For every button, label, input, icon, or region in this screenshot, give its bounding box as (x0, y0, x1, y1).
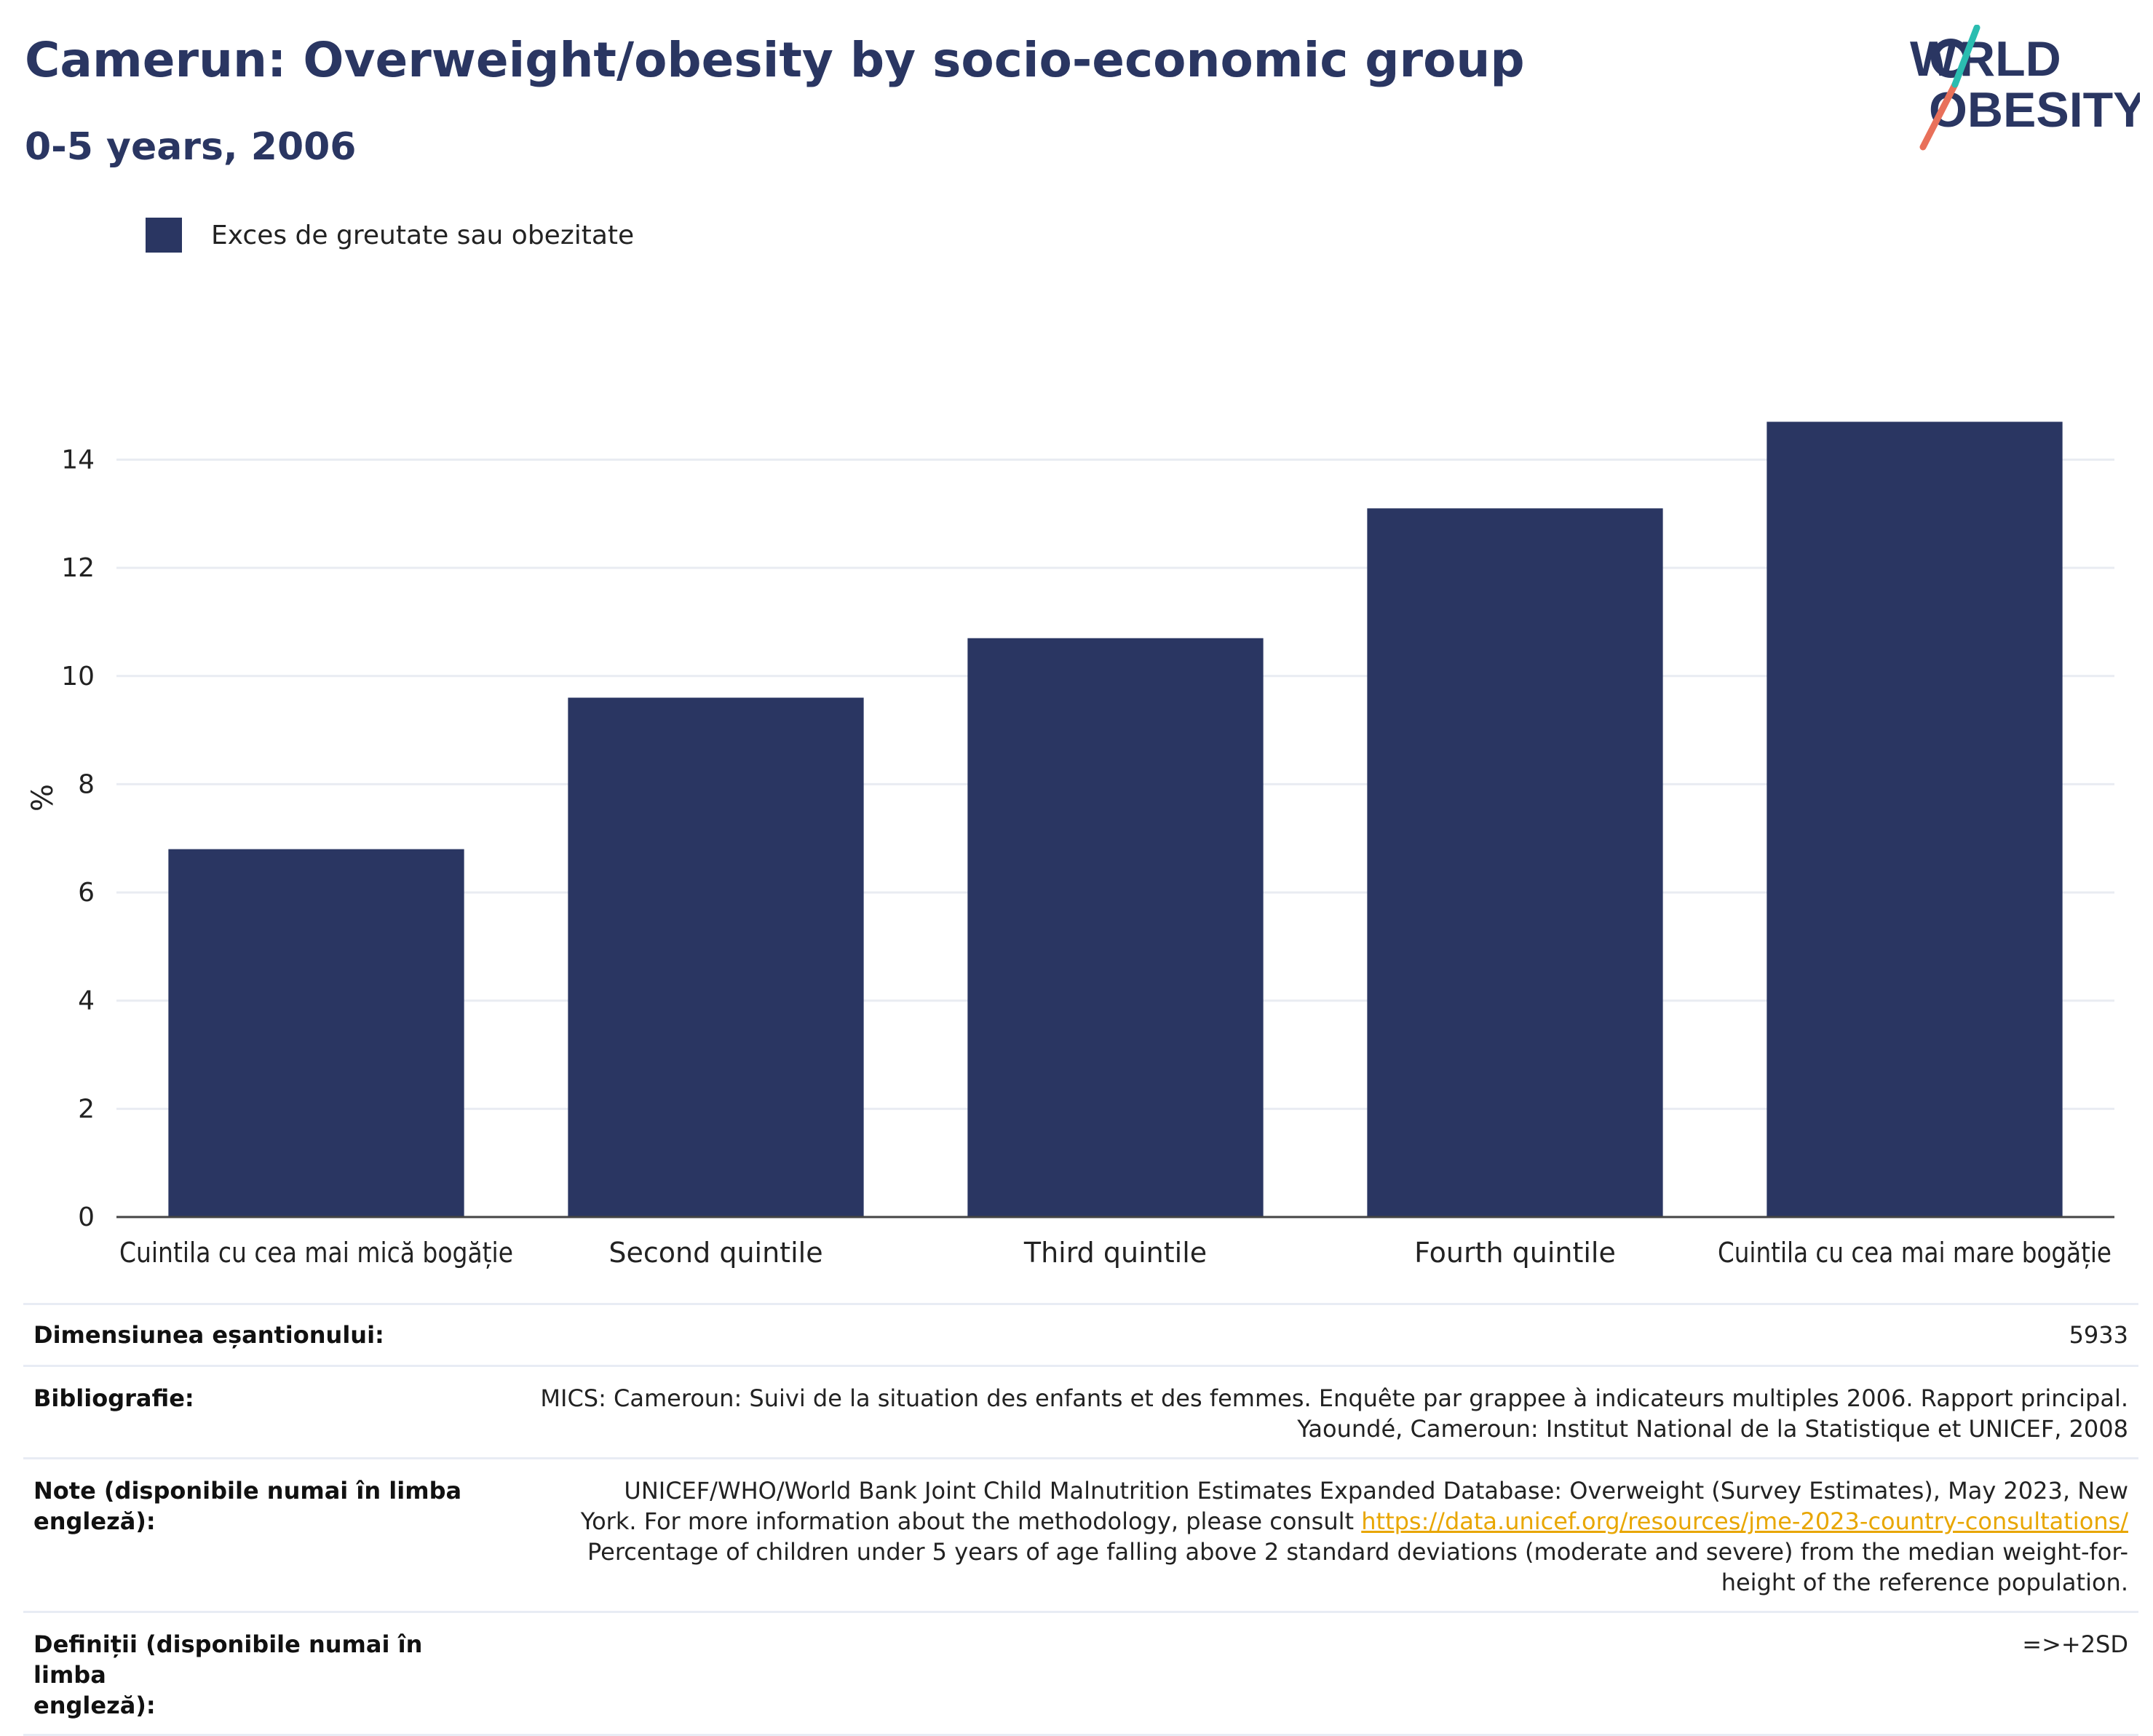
bar-chart: 0 2 4 6 8 10 12 14% Cuintila cu cea mai mică bog… (26, 421, 2114, 1269)
legend-label: Exces de greutate sau obezitate (211, 220, 635, 250)
y-tick-label: 10 (61, 662, 95, 691)
definitions-label-line-2: engleză): (33, 1692, 156, 1719)
y-tick-label: 14 (61, 445, 95, 475)
bar (168, 849, 464, 1217)
notes-line-4: height of the reference population. (1721, 1569, 2128, 1596)
notes-label: Note (disponibile numai în limba engleză… (33, 1477, 462, 1535)
chart-title: Camerun: Overweight/obesity by socio-eco… (25, 32, 1525, 88)
bibliography-value: MICS: Cameroun: Suivi de la situation de… (540, 1383, 2138, 1444)
sample-size-label: Dimensiunea eșantionului: (33, 1321, 384, 1349)
notes-line-2: York. For more information about the met… (581, 1506, 2128, 1537)
sample-size-value: 5933 (2069, 1321, 2128, 1349)
y-tick-label: 12 (61, 553, 95, 583)
notes-line-2-text: York. For more information about the met… (580, 1507, 1355, 1535)
y-tick-label: 0 (78, 1202, 95, 1232)
definitions-value: =>+2SD (2022, 1630, 2128, 1658)
svg-text:OBESITY: OBESITY (1929, 82, 2140, 138)
x-tick-label: Cuintila cu cea mai mare bogăție (1718, 1237, 2112, 1269)
y-tick-label: 6 (78, 878, 95, 908)
x-tick-label: Fourth quintile (1414, 1237, 1616, 1269)
y-axis-title: % (26, 784, 60, 812)
y-tick-label: 8 (78, 769, 95, 799)
bibliography-line-2: Yaoundé, Cameroun: Institut National de … (1297, 1415, 2128, 1443)
bar (967, 638, 1264, 1217)
bibliography-label: Bibliografie: (33, 1384, 194, 1412)
methodology-link[interactable]: https://data.unicef.org/resources/jme-20… (1361, 1507, 2128, 1535)
info-row-definitions: Definiții (disponibile numai în limba en… (23, 1611, 2138, 1736)
definitions-label: Definiții (disponibile numai în limba en… (23, 1629, 499, 1721)
x-tick-label: Cuintila cu cea mai mică bogăție (119, 1237, 513, 1269)
bar (1767, 421, 2063, 1218)
bar (568, 697, 864, 1217)
info-table: Dimensiunea eșantionului: 5933 Bibliogra… (23, 1303, 2138, 1736)
legend-swatch (146, 218, 182, 253)
info-row-sample-size: Dimensiunea eșantionului: 5933 (23, 1303, 2138, 1365)
info-row-notes: Note (disponibile numai în limba engleză… (23, 1457, 2138, 1611)
definitions-label-line-1: Definiții (disponibile numai în limba (33, 1630, 423, 1689)
notes-value: UNICEF/WHO/World Bank Joint Child Malnut… (581, 1475, 2138, 1598)
x-tick-label: Third quintile (1023, 1237, 1207, 1269)
notes-line-1: UNICEF/WHO/World Bank Joint Child Malnut… (624, 1477, 2128, 1505)
info-row-bibliography: Bibliografie: MICS: Cameroun: Suivi de l… (23, 1365, 2138, 1457)
y-tick-label: 4 (78, 986, 95, 1016)
svg-text:RLD: RLD (1959, 31, 2061, 87)
y-tick-label: 2 (78, 1094, 95, 1124)
bibliography-line-1: MICS: Cameroun: Suivi de la situation de… (540, 1384, 2128, 1412)
x-tick-label: Second quintile (608, 1237, 822, 1269)
world-obesity-logo: W RLD OBESITY (1910, 25, 2140, 151)
notes-line-3: Percentage of children under 5 years of … (587, 1538, 2128, 1566)
chart-legend: Exces de greutate sau obezitate (146, 217, 634, 253)
chart-subtitle: 0-5 years, 2006 (25, 125, 357, 169)
bar (1367, 508, 1663, 1217)
